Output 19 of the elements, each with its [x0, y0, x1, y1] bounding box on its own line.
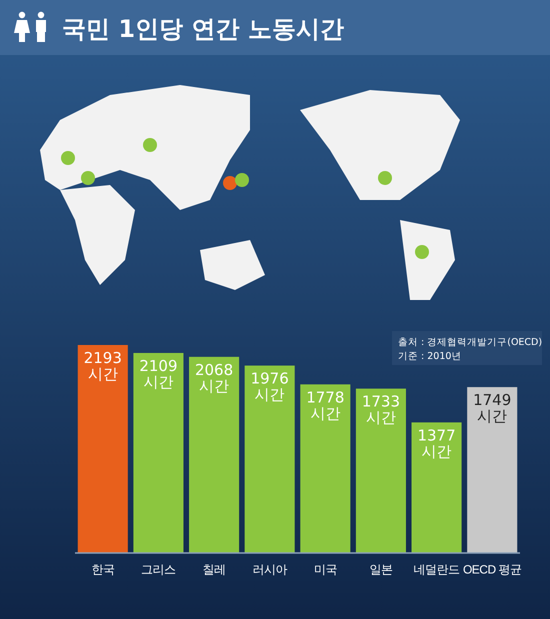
data-label: 1733 시간 [362, 392, 400, 427]
x-tick-label: 러시아 [252, 562, 288, 577]
x-tick-label: 한국 [91, 562, 115, 577]
chart-title: 국민 1인당 연간 노동시간 [62, 15, 344, 43]
x-tick-label: 일본 [369, 562, 393, 577]
x-tick-label: 칠레 [202, 562, 226, 577]
data-label: 2068 시간 [194, 360, 234, 395]
annotation: 기준 : 2010년 [398, 351, 462, 362]
data-label: 2193 시간 [84, 349, 122, 383]
x-tick-label: 미국 [314, 562, 338, 577]
data-label: 1749 시간 [473, 391, 512, 426]
data-label: 1377 시간 [417, 426, 456, 460]
x-tick-label: 그리스 [141, 562, 176, 577]
data-label: 1778 시간 [306, 388, 344, 422]
x-tick-label: OECD 평균 [462, 562, 522, 577]
x-tick-label: 네덜란드 [414, 562, 460, 577]
annotation: 출처 : 경제협력개발기구(OECD) [398, 337, 542, 348]
data-label: 1976 시간 [250, 370, 289, 404]
data-label: 2109 시간 [139, 356, 178, 391]
